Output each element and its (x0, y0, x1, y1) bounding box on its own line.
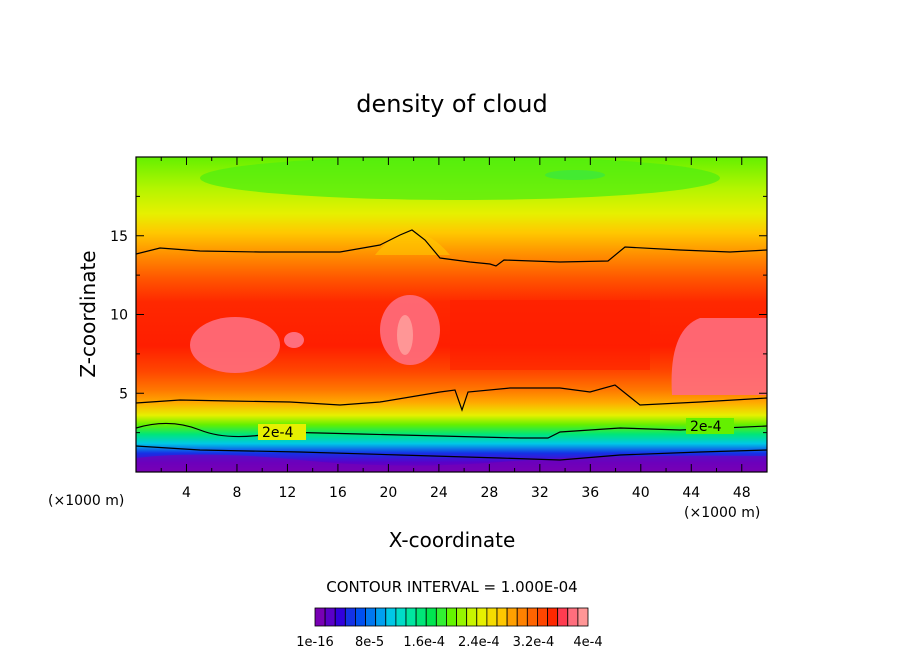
x-axis-label: X-coordinate (389, 528, 516, 552)
x-tick-label: 24 (430, 485, 448, 501)
contour-label: 2e-4 (690, 419, 722, 435)
x-tick-label: 32 (531, 485, 549, 501)
colorbar-swatch (577, 607, 589, 627)
colorbar-swatch (415, 607, 427, 627)
colorbar-label: 3.2e-4 (513, 635, 555, 650)
heatmap-max-region (397, 315, 413, 355)
colorbar-swatch (365, 607, 377, 627)
colorbar-swatch (355, 607, 366, 627)
x-tick-label: 20 (379, 485, 397, 501)
colorbar-swatch (496, 607, 508, 627)
contour-label-group: 2e-4 2e-4 (258, 418, 734, 441)
colorbar-swatch (314, 607, 326, 627)
colorbar-swatch (456, 607, 468, 627)
y-tick-label: 15 (110, 229, 128, 245)
x-tick-label: 40 (632, 485, 650, 501)
x-unit-left: (×1000 m) (48, 493, 124, 509)
heatmap-green-region (545, 170, 605, 180)
x-tick-label: 8 (232, 485, 241, 501)
x-axis-ticks: 4 8 12 16 20 24 28 32 36 40 44 48 (160, 157, 751, 501)
heatmap-max-region (190, 317, 280, 373)
colorbar-swatch (344, 607, 356, 627)
x-tick-label: 28 (480, 485, 498, 501)
colorbar-swatch (466, 607, 478, 627)
contour-line (136, 445, 767, 461)
heatmap-field (136, 157, 767, 472)
colorbar-label: 1.6e-4 (403, 635, 445, 650)
colorbar-swatch (375, 607, 387, 627)
colorbar-swatch (385, 607, 397, 627)
colorbar (314, 607, 589, 627)
colorbar-swatch (537, 607, 548, 627)
colorbar-swatch (395, 607, 407, 627)
y-tick-label: 5 (119, 386, 128, 402)
heatmap-green-region (200, 157, 720, 200)
heatmap-low-edge (136, 454, 767, 472)
colorbar-swatch (506, 607, 518, 627)
colorbar-swatch (435, 607, 447, 627)
contour-label: 2e-4 (262, 425, 294, 441)
chart-title: density of cloud (356, 90, 547, 118)
heatmap-dark-red-region (450, 300, 650, 370)
colorbar-label: 1e-16 (296, 635, 334, 650)
contour-line (136, 422, 767, 439)
x-tick-label: 36 (581, 485, 599, 501)
colorbar-swatch (324, 607, 336, 627)
x-tick-label: 44 (682, 485, 700, 501)
colorbar-swatch (425, 607, 437, 627)
colorbar-swatch (405, 607, 417, 627)
contour-interval-label: CONTOUR INTERVAL = 1.000E-04 (326, 578, 577, 596)
contour-line (136, 384, 767, 412)
x-tick-label: 12 (279, 485, 297, 501)
heatmap-max-region (284, 332, 304, 348)
y-tick-label: 10 (110, 308, 128, 324)
x-tick-label: 4 (182, 485, 191, 501)
contour-lines (136, 229, 767, 461)
x-tick-label: 48 (733, 485, 751, 501)
colorbar-swatch (547, 607, 559, 627)
heatmap-max-region (671, 318, 767, 395)
colorbar-label: 4e-4 (573, 635, 602, 650)
colorbar-labels: 1e-16 8e-5 1.6e-4 2.4e-4 3.2e-4 4e-4 (296, 635, 602, 650)
colorbar-label: 2.4e-4 (458, 635, 500, 650)
colorbar-swatch (446, 607, 457, 627)
colorbar-swatch (557, 607, 569, 627)
colorbar-swatch (516, 607, 528, 627)
x-unit-right: (×1000 m) (684, 505, 760, 521)
x-tick-label: 16 (329, 485, 347, 501)
y-axis-ticks: 5 10 15 (110, 195, 767, 434)
contour-line (136, 229, 767, 267)
colorbar-swatch (476, 607, 488, 627)
y-axis-label: Z-coordinate (76, 250, 100, 377)
colorbar-swatch (526, 607, 538, 627)
colorbar-label: 8e-5 (355, 635, 384, 650)
colorbar-swatch (567, 607, 579, 627)
colorbar-swatch (334, 607, 346, 627)
colorbar-swatch (486, 607, 498, 627)
